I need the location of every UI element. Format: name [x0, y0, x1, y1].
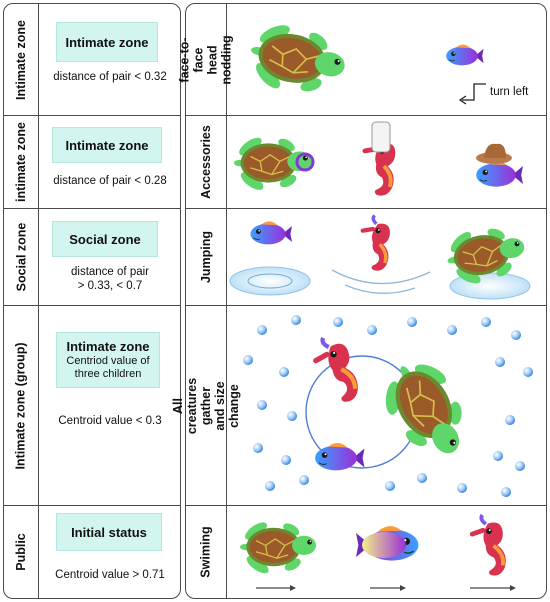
turtle-icon [233, 133, 313, 194]
zone-box-title: Intimate zone [65, 34, 149, 50]
turtle-icon [239, 518, 317, 578]
motion-arrow-icon [256, 585, 516, 591]
condition-text-row-5: Centroid value > 0.71 [55, 569, 165, 581]
row-divider [185, 208, 547, 209]
row-divider [185, 115, 547, 116]
zone-box-row-5: Initial status [56, 513, 162, 551]
fish-icon [314, 442, 365, 471]
fish-icon [475, 160, 524, 188]
zone-box-row-1: Intimate zone [56, 22, 158, 62]
seahorse-icon [469, 512, 510, 578]
row-divider [3, 115, 181, 116]
zone-box-title: Initial status [71, 524, 147, 540]
fish-icon [445, 44, 484, 66]
condition-text-row-3: distance of pair > 0.33, < 0.7 [71, 266, 149, 292]
turtle-icon [367, 347, 485, 474]
zone-box-row-4: Intimate zone Centriod value of three ch… [56, 332, 160, 388]
row-divider [3, 505, 181, 506]
condition-text-row-1: distance of pair < 0.32 [53, 71, 167, 83]
seahorse-icon [363, 215, 390, 270]
row-divider [185, 505, 547, 506]
condition-text-row-4: Centroid value < 0.3 [58, 415, 162, 427]
top-hat-accessory [371, 121, 391, 153]
condition-text-row-2: distance of pair < 0.28 [53, 175, 167, 187]
zone-box-title: Intimate zone [65, 137, 149, 153]
action-panel [185, 3, 547, 599]
zone-box-row-3: Social zone [52, 221, 158, 257]
turn-arrow-icon [462, 83, 486, 101]
action-column-divider [226, 3, 227, 599]
turn-left-label: turn left [490, 86, 529, 98]
zone-panel [3, 3, 181, 599]
zone-box-title: Social zone [69, 231, 141, 247]
seahorse-icon [309, 331, 364, 407]
zone-box-row-2: Intimate zone [52, 127, 162, 163]
water-ripple [229, 266, 311, 296]
row-divider [3, 208, 181, 209]
fish-icon [249, 220, 293, 245]
water-ripple [331, 269, 431, 285]
row-divider [3, 305, 181, 306]
row-divider [185, 305, 547, 306]
headphones-accessory [295, 152, 315, 172]
turtle-icon [242, 14, 353, 107]
zone-column-divider [38, 3, 39, 599]
zone-box-subtitle: Centriod value of three children [66, 355, 150, 380]
zone-box-title: Intimate zone [66, 339, 150, 354]
